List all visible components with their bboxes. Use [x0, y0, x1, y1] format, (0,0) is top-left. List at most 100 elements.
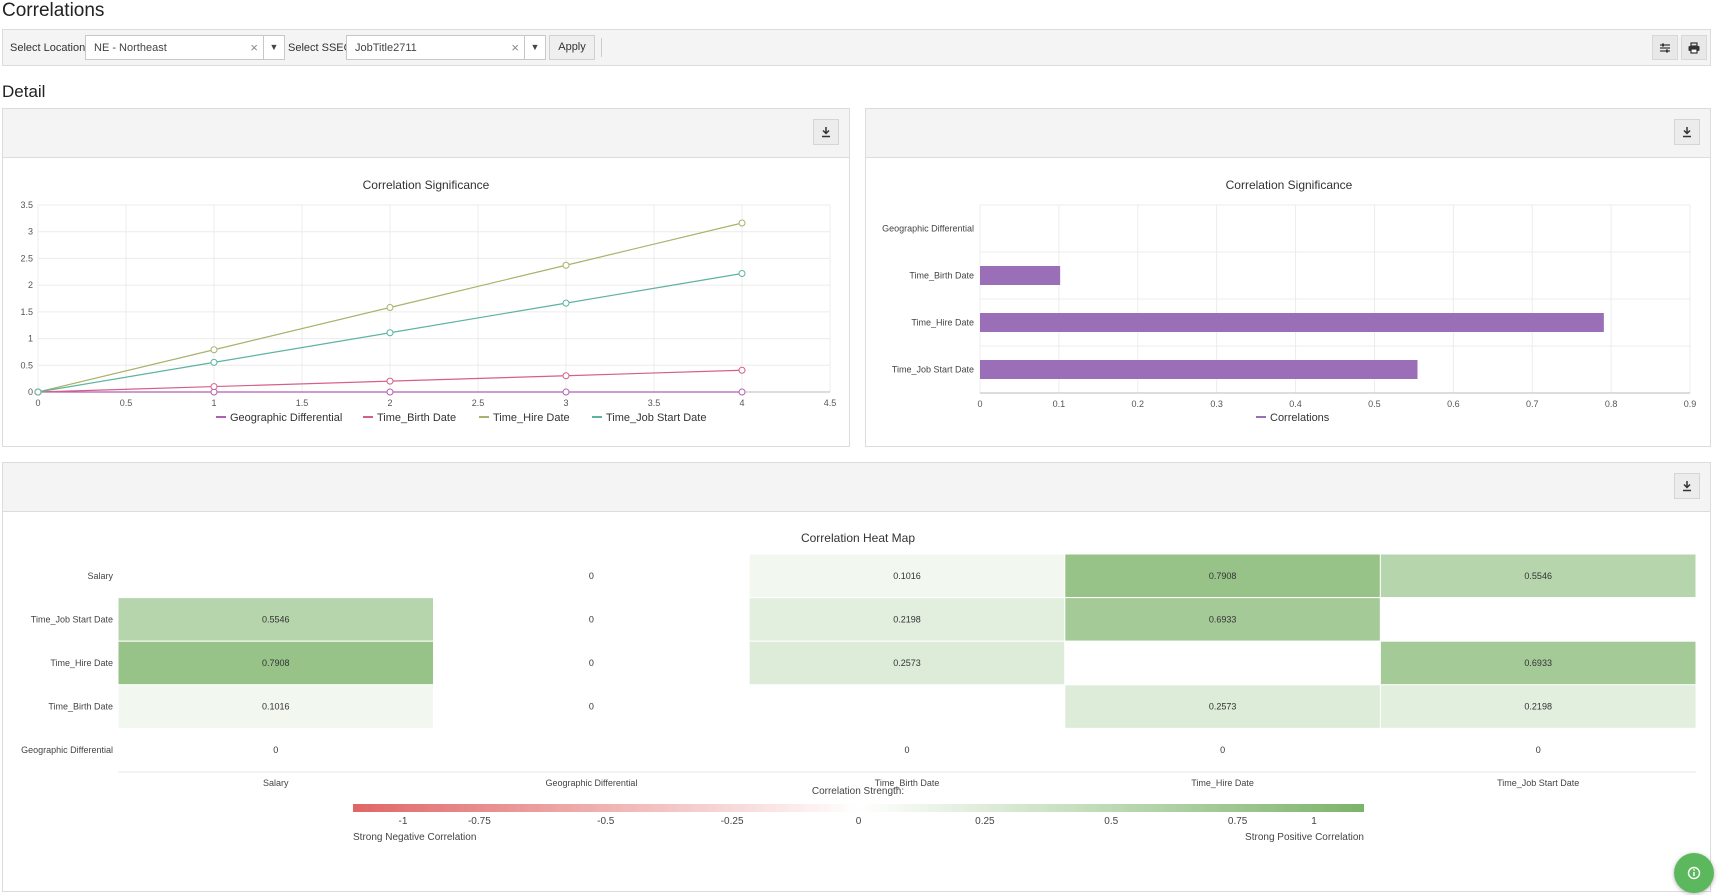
heatmap-cell-value: 0	[589, 702, 594, 712]
location-value: NE - Northeast	[94, 42, 167, 54]
heatmap-cell-value: 0.1016	[893, 571, 921, 581]
download-icon	[1683, 127, 1691, 138]
heatmap-download-button[interactable]	[1674, 473, 1700, 499]
sseg-value: JobTitle2711	[355, 42, 417, 54]
data-point-time-hire-date	[386, 303, 394, 311]
scale-tick-label: -1	[399, 816, 408, 827]
sseg-chevron-down-icon[interactable]: ▼	[524, 36, 545, 59]
print-icon	[1688, 41, 1700, 54]
legend-label-time-hire-date: Time_Hire Date	[493, 412, 570, 424]
location-label: Select Location	[10, 42, 86, 54]
data-point-time-job-start-date	[738, 269, 746, 277]
data-point-time-hire-date	[210, 346, 218, 354]
data-point-time-birth-date	[738, 366, 746, 374]
heatmap-cell-value: 0	[589, 571, 594, 581]
x-tick-label: 2	[387, 398, 392, 408]
scale-negative-label: Strong Negative Correlation	[353, 832, 476, 843]
heatmap-cell	[748, 640, 1066, 686]
apply-button[interactable]: Apply	[549, 35, 595, 60]
heatmap-cell-value: 0.2198	[1524, 702, 1552, 712]
column-label-geographic-differential: Geographic Differential	[545, 778, 637, 788]
x-tick-label: 0.8	[1605, 399, 1618, 409]
y-tick-label: 2.5	[20, 253, 33, 263]
x-tick-label: 0.6	[1447, 399, 1460, 409]
x-tick-label: 0	[977, 399, 982, 409]
location-clear-icon[interactable]: ×	[250, 40, 258, 55]
data-point-geographic-differential	[386, 388, 394, 396]
heatmap-cell	[433, 640, 750, 686]
heatmap-cell	[1064, 597, 1381, 642]
page-title: Correlations	[2, 0, 105, 21]
legend-label-time-job-start-date: Time_Job Start Date	[606, 412, 706, 424]
heatmap-cell	[117, 727, 435, 773]
x-tick-label: 0.2	[1132, 399, 1145, 409]
sseg-clear-icon[interactable]: ×	[511, 40, 519, 55]
scale-tick-label: 0.75	[1228, 816, 1248, 827]
scale-tick-label: -0.75	[468, 816, 491, 827]
bar-chart-title: Correlation Significance	[1226, 178, 1353, 192]
strength-label: Correlation Strength:	[812, 786, 904, 797]
row-label-time-job-start-date: Time_Job Start Date	[31, 614, 113, 624]
y-tick-label: 1	[28, 334, 33, 344]
x-tick-label: 0.9	[1684, 399, 1697, 409]
x-tick-label: 0	[35, 398, 40, 408]
legend-label-time-birth-date: Time_Birth Date	[377, 412, 456, 424]
heatmap-cell	[1379, 553, 1697, 599]
x-tick-label: 0.3	[1210, 399, 1223, 409]
heatmap-cell-value: 0.5546	[262, 614, 290, 624]
category-label-time-hire-date: Time_Hire Date	[911, 318, 974, 328]
x-tick-label: 4	[739, 398, 744, 408]
heatmap-cell-value: 0	[589, 658, 594, 668]
heatmap-cell-value: 0.6933	[1209, 614, 1237, 624]
info-icon	[1687, 866, 1701, 880]
row-label-salary: Salary	[87, 571, 113, 581]
filter-settings-button[interactable]	[1652, 35, 1678, 60]
download-icon	[822, 127, 830, 138]
bar-chart-panel: Correlation Significance 0 0.1 0.2 0.3 0.4 0.5…	[865, 108, 1711, 447]
row-label-time-birth-date: Time_Birth Date	[48, 702, 113, 712]
column-label-time-birth-date: Time_Birth Date	[875, 778, 940, 788]
data-point-time-job-start-date	[562, 299, 570, 307]
heatmap-cell	[1064, 684, 1381, 729]
x-tick-label: 0.5	[1368, 399, 1381, 409]
heatmap-cell-value: 0	[1536, 745, 1541, 755]
heatmap-cell-value: 0.2198	[893, 614, 921, 624]
category-label-time-job-start-date: Time_Job Start Date	[892, 365, 974, 375]
data-point-time-hire-date	[562, 261, 570, 269]
line-chart-download-button[interactable]	[813, 119, 839, 145]
data-point-time-hire-date	[738, 219, 746, 227]
bar-chart-download-button[interactable]	[1674, 119, 1700, 145]
heatmap-cell-value: 0.2573	[1209, 702, 1237, 712]
download-icon	[1683, 481, 1691, 492]
legend-label-geographic-differential: Geographic Differential	[230, 412, 342, 424]
heatmap-chart: Correlation Heat Map Salary 0 0.1016 0.7908 0…	[21, 531, 1697, 843]
x-tick-label: 0.5	[120, 398, 133, 408]
x-tick-label: 2.5	[472, 398, 485, 408]
y-tick-label: 2	[28, 280, 33, 290]
print-button[interactable]	[1681, 35, 1707, 60]
sliders-icon	[1660, 43, 1670, 52]
heatmap-cell	[1064, 640, 1381, 686]
location-chevron-down-icon[interactable]: ▼	[263, 36, 284, 59]
scale-tick-label: 0	[856, 816, 862, 827]
scale-tick-label: 0.25	[975, 816, 995, 827]
strength-scale-bar	[353, 804, 1364, 812]
x-tick-label: 3	[563, 398, 568, 408]
heatmap-cell-value: 0	[589, 614, 594, 624]
data-point-geographic-differential	[738, 388, 746, 396]
column-label-time-hire-date: Time_Hire Date	[1191, 778, 1254, 788]
bar-time-hire-date	[980, 313, 1604, 332]
heatmap-title: Correlation Heat Map	[801, 531, 915, 545]
x-tick-label: 1.5	[296, 398, 309, 408]
heatmap-cell-value: 0.2573	[893, 658, 921, 668]
help-button[interactable]	[1674, 853, 1714, 893]
sseg-select[interactable]: JobTitle2711 × ▼	[346, 35, 546, 60]
heatmap-cell-value: 0	[273, 745, 278, 755]
line-chart: Correlation Significance 0 0.5 1 1.5 2 2.5 3 3.5…	[20, 178, 837, 424]
heatmap-cell	[748, 553, 1066, 599]
scale-tick-label: 1	[1311, 816, 1317, 827]
x-tick-label: 4.5	[824, 398, 837, 408]
heatmap-cell	[1379, 684, 1697, 729]
heatmap-cell	[433, 553, 750, 599]
location-select[interactable]: NE - Northeast × ▼	[85, 35, 285, 60]
